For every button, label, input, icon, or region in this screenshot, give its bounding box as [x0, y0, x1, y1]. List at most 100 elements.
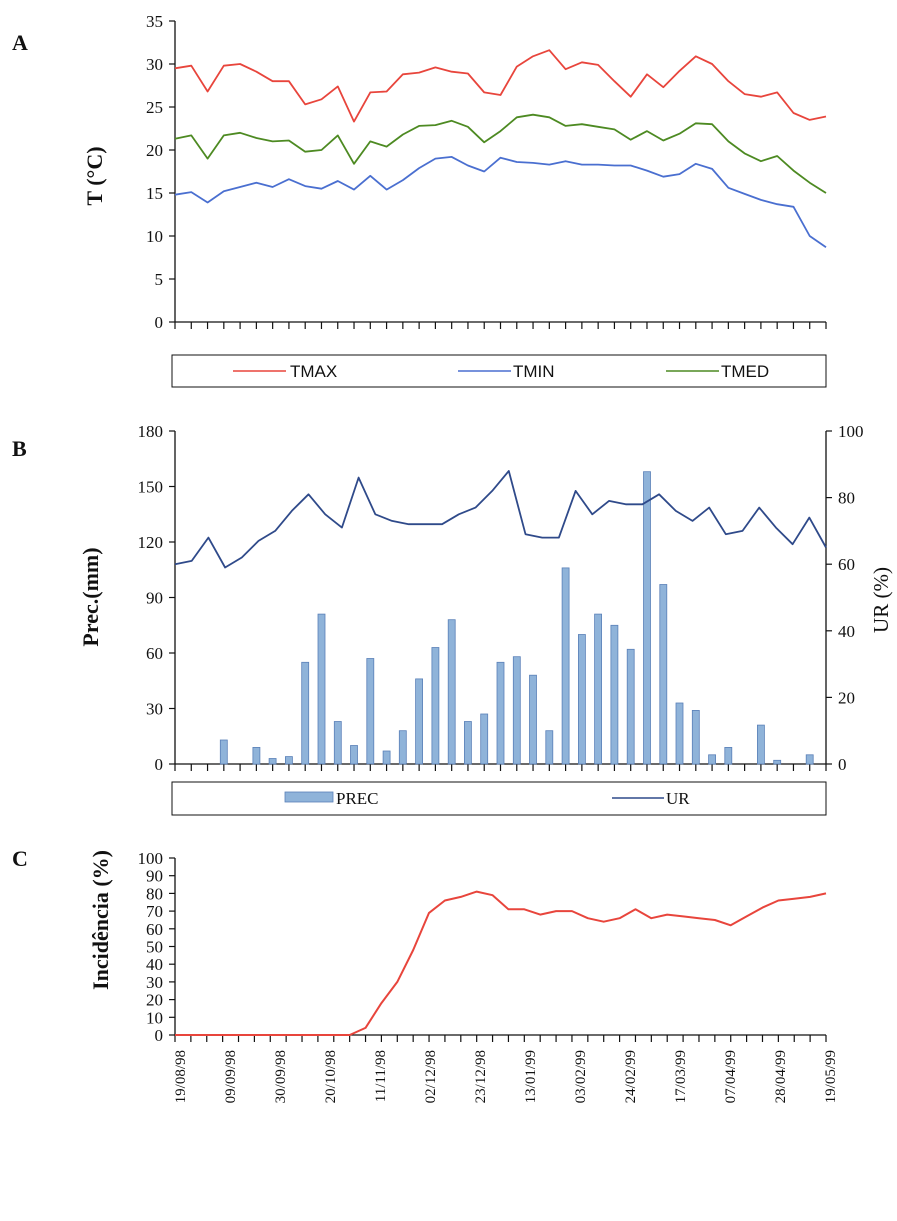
panel-c-y-tick-label: 90 — [146, 867, 163, 886]
prec-bar — [659, 584, 668, 765]
panel-b-y-tick-label: 30 — [146, 700, 163, 719]
prec-bar — [675, 702, 684, 765]
prec-bar — [366, 658, 375, 765]
panel-b-y2-axis-title: UR (%) — [869, 567, 893, 633]
date-tick-label: 11/11/98 — [373, 1050, 389, 1102]
date-tick-label: 24/02/99 — [623, 1050, 639, 1103]
prec-bar — [333, 721, 342, 765]
prec-bar — [626, 648, 635, 765]
panel-c-y-tick-label: 70 — [146, 902, 163, 921]
prec-bar — [415, 678, 424, 765]
prec-bar — [382, 750, 391, 765]
date-tick-label: 07/04/99 — [723, 1050, 739, 1103]
prec-bar — [805, 754, 814, 765]
prec-bar — [578, 634, 586, 765]
prec-bar — [496, 661, 505, 765]
legend-item-ur: UR — [612, 789, 690, 808]
panel-b-y2-tick-label: 20 — [838, 688, 855, 707]
panel-b-y-tick-label: 180 — [138, 422, 164, 441]
prec-bar — [561, 567, 570, 765]
panel-a-y-axis-title: T (°C) — [82, 146, 107, 205]
prec-bar — [268, 758, 277, 765]
prec-bar — [431, 647, 440, 765]
panel-a-legend-box — [171, 354, 827, 388]
prec-bar — [301, 661, 310, 765]
prec-bar — [480, 713, 489, 765]
panel-b-plot: 0 30 60 90 120 150 180 0 20 40 60 80 100 — [138, 422, 864, 774]
legend-item-prec: PREC — [284, 789, 379, 808]
date-tick-label: 02/12/98 — [423, 1050, 439, 1103]
prec-bar — [252, 747, 261, 765]
panel-a-y-tick-label: 25 — [146, 98, 163, 117]
prec-bar — [708, 754, 716, 765]
series-line-tmax — [174, 49, 827, 123]
legend-item-tmin: TMIN — [458, 362, 555, 381]
prec-bar — [529, 674, 537, 765]
legend-label-tmax: TMAX — [290, 362, 337, 381]
date-tick-label: 23/12/98 — [473, 1050, 489, 1103]
panel-c-y-tick-label: 60 — [146, 920, 163, 939]
panel-c-y-tick-label: 100 — [138, 849, 164, 868]
panel-b-y-tick-label: 90 — [146, 589, 163, 608]
panel-b-y-axis-title: Prec.(mm) — [78, 547, 103, 646]
panel-b-legend-box — [171, 781, 827, 816]
date-tick-label: 20/10/98 — [323, 1050, 339, 1103]
panel-c-y-tick-label: 10 — [146, 1008, 163, 1027]
panel-c-y-tick-label: 40 — [146, 955, 163, 974]
series-line-tmed — [174, 113, 827, 194]
panel-b-y2-tick-label: 60 — [838, 555, 855, 574]
panel-a-y-tick-label: 30 — [146, 55, 163, 74]
legend-label-prec: PREC — [336, 789, 379, 808]
panel-letter-c: C — [12, 846, 28, 871]
series-line-incidence — [175, 890, 827, 1036]
prec-bar — [317, 613, 326, 765]
prec-bar — [610, 624, 619, 765]
panel-b-y-tick-label: 120 — [138, 533, 164, 552]
panel-c-y-tick-label: 20 — [146, 991, 163, 1010]
panel-a-y-tick-label: 0 — [155, 313, 164, 332]
prec-bar — [643, 471, 651, 765]
date-tick-label: 19/08/98 — [173, 1050, 189, 1103]
panel-b-y2-tick-label: 100 — [838, 422, 864, 441]
panel-b: B 0 30 60 90 120 150 180 0 20 40 60 80 100 Prec.(mm)… — [12, 422, 893, 816]
prec-bar — [724, 747, 733, 765]
date-tick-label: 19/05/99 — [823, 1050, 839, 1103]
legend-item-tmax: TMAX — [233, 362, 337, 381]
prec-bar — [691, 710, 700, 765]
legend-label-ur: UR — [666, 789, 690, 808]
panel-b-y-tick-label: 0 — [155, 755, 164, 774]
prec-bar — [594, 613, 602, 765]
panel-a-y-tick-label: 5 — [155, 270, 164, 289]
series-line-tmin — [174, 155, 827, 248]
panel-a: A 0 5 10 15 20 25 30 35 T (°C) TMAX TMIN TMED — [12, 12, 827, 388]
date-tick-label: 30/09/98 — [273, 1050, 289, 1103]
prec-bar — [463, 721, 472, 765]
panel-letter-a: A — [12, 30, 28, 55]
date-axis-labels: 19/08/98 09/09/98 30/09/98 20/10/98 11/11/98… — [173, 1050, 839, 1103]
prec-bar — [512, 656, 521, 765]
legend-item-tmed: TMED — [666, 362, 769, 381]
date-tick-label: 28/04/99 — [773, 1050, 789, 1103]
prec-bar — [545, 730, 554, 765]
panel-a-y-tick-label: 10 — [146, 227, 163, 246]
prec-bar — [284, 756, 293, 765]
panel-b-y-tick-label: 60 — [146, 644, 163, 663]
prec-bar — [350, 745, 358, 765]
date-tick-label: 17/03/99 — [673, 1050, 689, 1103]
panel-c-y-tick-label: 0 — [155, 1026, 164, 1045]
prec-bar — [398, 730, 407, 765]
panel-b-y2-tick-label: 0 — [838, 755, 847, 774]
panel-c-y-tick-label: 50 — [146, 938, 163, 957]
panel-b-y2-tick-label: 80 — [838, 489, 855, 508]
prec-bar — [219, 739, 228, 765]
panel-a-y-tick-label: 15 — [146, 184, 163, 203]
panel-a-y-tick-label: 35 — [146, 12, 163, 31]
panel-b-y-tick-label: 150 — [138, 478, 164, 497]
panel-letter-b: B — [12, 436, 27, 461]
date-tick-label: 13/01/99 — [523, 1050, 539, 1103]
panel-a-y-tick-label: 20 — [146, 141, 163, 160]
panel-c-y-tick-label: 30 — [146, 973, 163, 992]
